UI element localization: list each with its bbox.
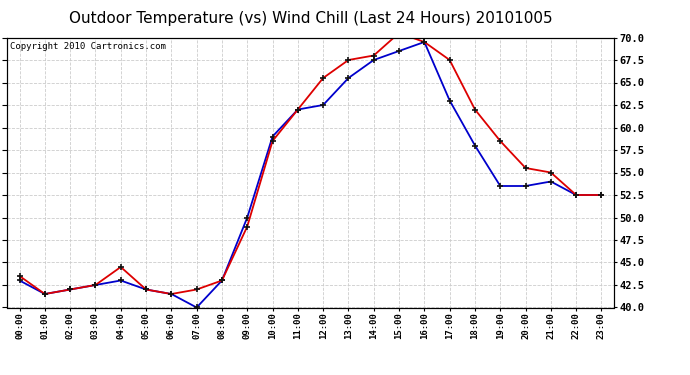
Text: Copyright 2010 Cartronics.com: Copyright 2010 Cartronics.com [10, 42, 166, 51]
Text: Outdoor Temperature (vs) Wind Chill (Last 24 Hours) 20101005: Outdoor Temperature (vs) Wind Chill (Las… [69, 11, 552, 26]
